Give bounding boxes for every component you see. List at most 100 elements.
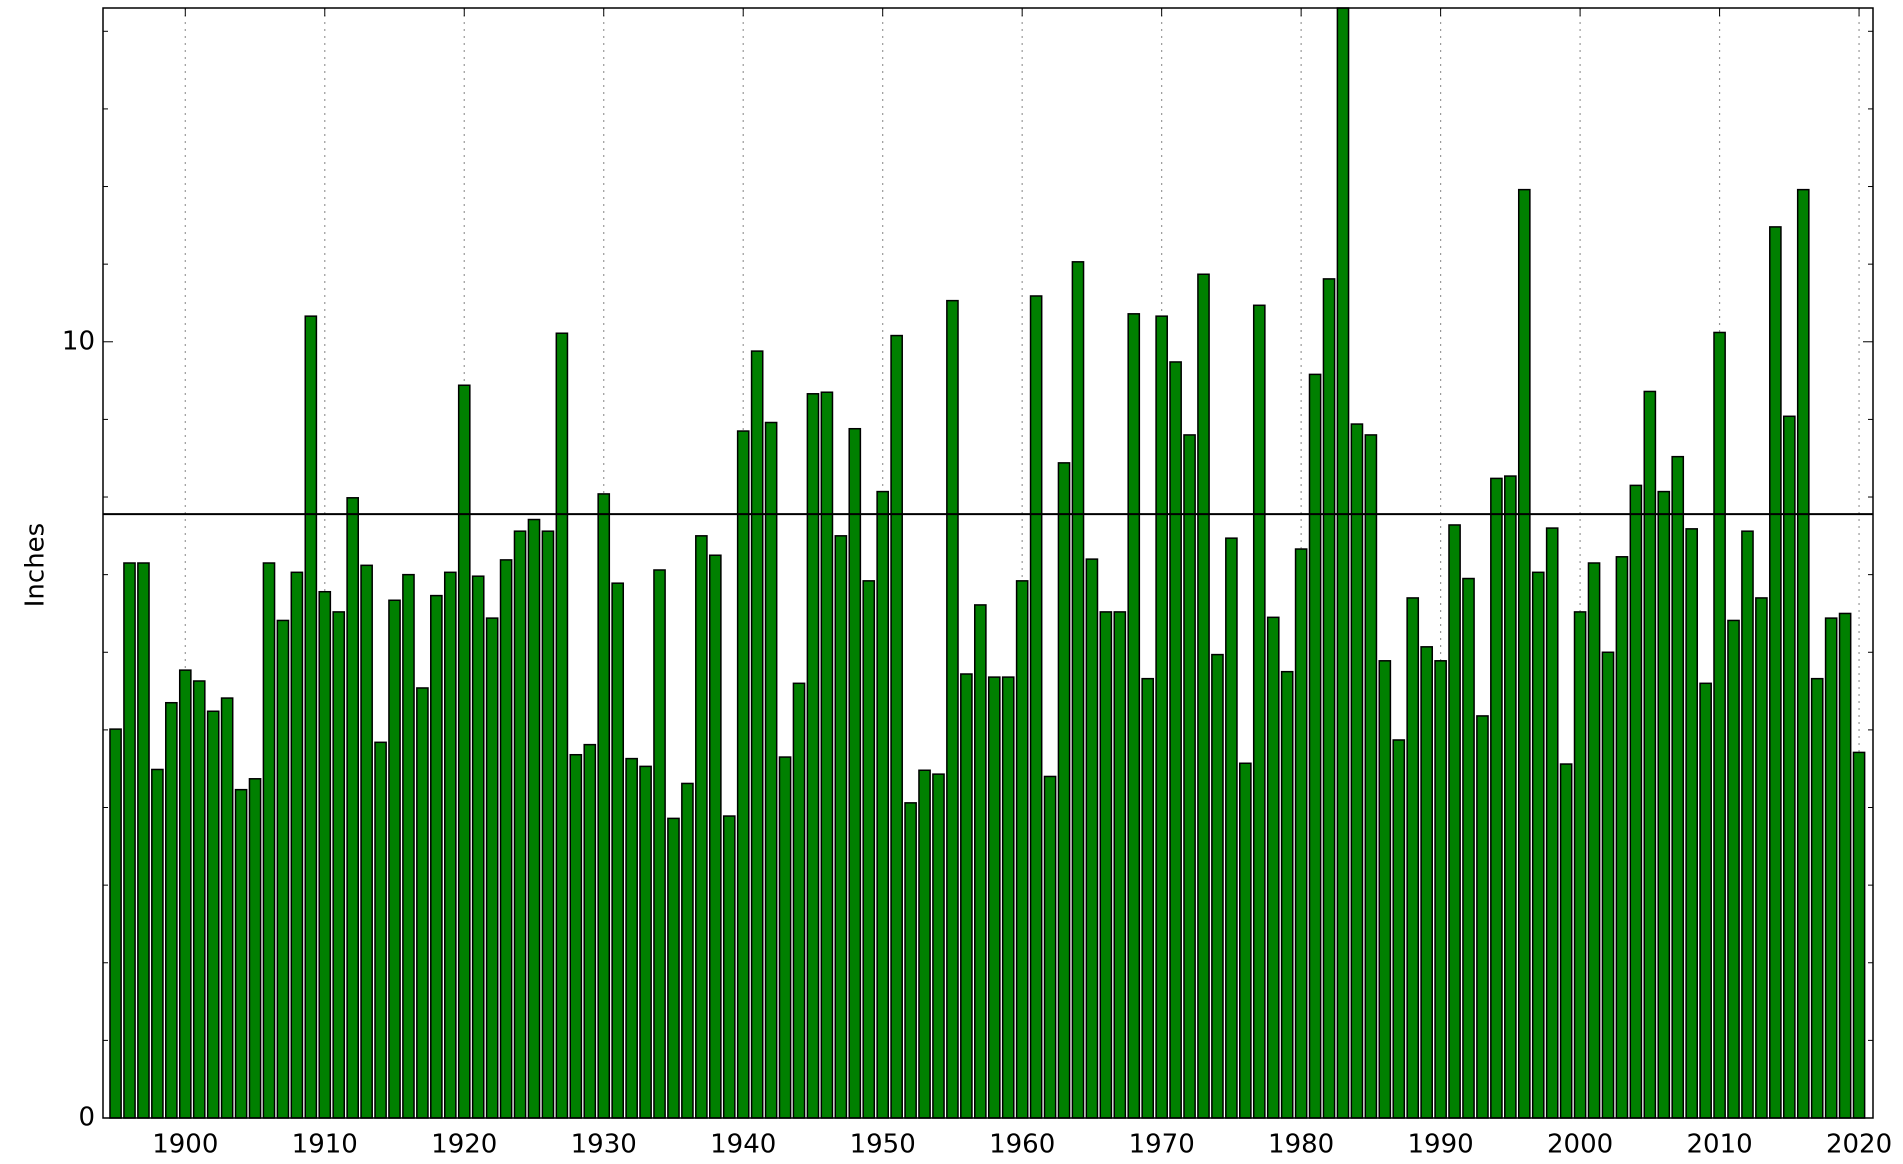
bar [1280, 670, 1294, 1119]
bar [1127, 313, 1141, 1119]
bar [1490, 477, 1503, 1119]
bar [1406, 597, 1420, 1119]
bar [1448, 524, 1461, 1119]
x-tick-label: 1900 [152, 1130, 218, 1160]
bar [722, 815, 736, 1119]
bar [1420, 646, 1433, 1119]
bar [1713, 331, 1726, 1119]
bar [834, 535, 848, 1119]
bar [1462, 577, 1475, 1119]
bar [1657, 490, 1671, 1119]
bar [1615, 556, 1629, 1119]
bar [430, 594, 443, 1119]
bar [1043, 775, 1057, 1119]
bar [1155, 315, 1168, 1119]
bar [1239, 762, 1252, 1119]
bar [1810, 677, 1824, 1119]
bar [1197, 273, 1210, 1119]
y-tick-label: 0 [78, 1103, 95, 1133]
bar [1001, 676, 1015, 1119]
bar [708, 554, 722, 1119]
bar [443, 571, 457, 1119]
bar [137, 562, 150, 1119]
bar [1169, 361, 1182, 1119]
bar [290, 571, 304, 1119]
bar [1099, 611, 1113, 1119]
bar [625, 757, 638, 1119]
bar [262, 562, 276, 1119]
bar [276, 619, 290, 1119]
bar [1769, 226, 1782, 1119]
bar [220, 697, 234, 1119]
bar [695, 535, 708, 1119]
bar [1504, 475, 1517, 1119]
bar [471, 575, 485, 1119]
plot-frame [102, 7, 1874, 1119]
bar [750, 350, 764, 1119]
bar [848, 427, 862, 1119]
bar [918, 769, 931, 1119]
bar [569, 753, 583, 1119]
bar [1824, 617, 1838, 1119]
bar [876, 490, 890, 1119]
bar [1559, 763, 1573, 1119]
bar [388, 599, 401, 1119]
bar [346, 497, 359, 1119]
bar [1294, 548, 1308, 1119]
bar [862, 580, 876, 1119]
x-tick-label: 2000 [1547, 1130, 1613, 1160]
bar [1545, 527, 1559, 1119]
x-tick-label: 2010 [1686, 1130, 1752, 1160]
bar [1057, 462, 1071, 1119]
bar [1782, 415, 1796, 1119]
bar [234, 788, 248, 1119]
bar [360, 564, 373, 1119]
bar [1183, 434, 1196, 1119]
bar [402, 573, 415, 1119]
x-tick-label: 2020 [1826, 1130, 1892, 1160]
bar [987, 676, 1001, 1119]
x-tick-label: 1970 [1129, 1130, 1195, 1160]
bar [1531, 571, 1545, 1119]
x-tick-label: 1910 [292, 1130, 358, 1160]
bar [1308, 373, 1322, 1119]
bar [597, 493, 611, 1119]
bar [736, 430, 750, 1119]
bar [109, 728, 122, 1119]
bar [1852, 751, 1866, 1119]
y-tick-label: 10 [62, 326, 95, 356]
bar [1671, 455, 1685, 1119]
bar [248, 778, 262, 1119]
bar [764, 421, 778, 1119]
x-tick-label: 1920 [431, 1130, 497, 1160]
bar [667, 817, 680, 1119]
x-tick-label: 1940 [710, 1130, 776, 1160]
bar [178, 669, 192, 1119]
bar [653, 569, 666, 1119]
bar [206, 710, 220, 1119]
x-tick-label: 1930 [571, 1130, 637, 1160]
bar [1378, 660, 1392, 1119]
bar [973, 604, 987, 1119]
bar [1838, 612, 1852, 1119]
bar [1085, 558, 1099, 1119]
bar [1476, 715, 1489, 1119]
bar [457, 384, 471, 1119]
bar [1266, 616, 1280, 1119]
bar [946, 299, 959, 1119]
bar [1601, 651, 1615, 1119]
y-axis-label: Inches [21, 523, 51, 607]
bar [527, 518, 541, 1119]
bar [151, 768, 164, 1119]
bar [123, 562, 136, 1119]
bar [1685, 528, 1699, 1119]
bar [1392, 739, 1406, 1119]
bar [499, 559, 513, 1119]
bar [165, 701, 178, 1119]
bar [541, 530, 555, 1119]
bar [1225, 537, 1238, 1119]
bar [611, 582, 625, 1119]
bar [1029, 295, 1043, 1119]
x-tick-label: 1950 [850, 1130, 916, 1160]
